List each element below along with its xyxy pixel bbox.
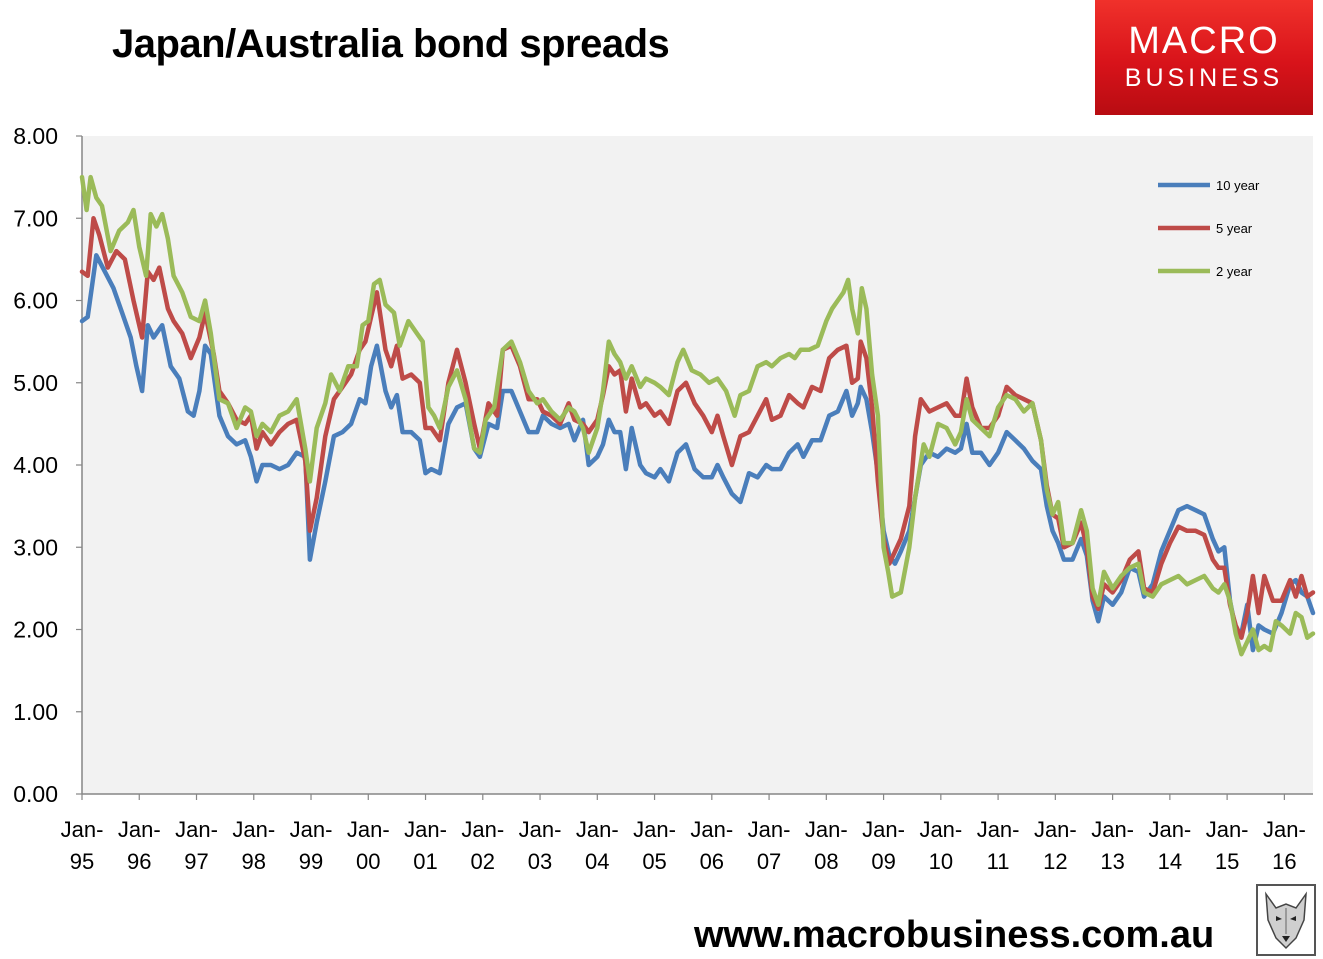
- x-tick-label-bottom: 11: [987, 849, 1010, 874]
- logo-line-2: BUSINESS: [1124, 64, 1284, 92]
- y-tick-label: 3.00: [13, 534, 58, 560]
- x-tick-label-top: Jan-: [748, 817, 791, 842]
- x-tick-label-top: Jan-: [805, 817, 848, 842]
- x-tick-label-top: Jan-: [1206, 817, 1249, 842]
- x-tick-label-top: Jan-: [977, 817, 1020, 842]
- footer-url[interactable]: www.macrobusiness.com.au: [694, 914, 1215, 956]
- x-tick-label-top: Jan-: [404, 817, 447, 842]
- x-tick-label-bottom: 13: [1100, 849, 1124, 874]
- y-tick-label: 2.00: [13, 617, 58, 643]
- x-tick-label-top: Jan-: [461, 817, 504, 842]
- x-tick-label-top: Jan-: [519, 817, 562, 842]
- x-tick-label-bottom: 15: [1215, 849, 1239, 874]
- x-tick-label-top: Jan-: [1263, 817, 1306, 842]
- x-tick-label-top: Jan-: [118, 817, 161, 842]
- x-tick-label-bottom: 04: [585, 849, 609, 874]
- x-axis-ticks: Jan- 95 Jan- 96 Jan- 97 Jan- 98 Jan- 99 Jan- 00 Jan-…: [61, 794, 1306, 874]
- y-tick-label: 6.00: [13, 288, 58, 314]
- y-axis-ticks: 0.00 1.00 2.00 3.00 4.00 5.00 6.00 7.00 8.00: [13, 123, 82, 807]
- x-tick-label-top: Jan-: [1148, 817, 1191, 842]
- x-tick-label-bottom: 96: [127, 849, 151, 874]
- x-tick-label-bottom: 16: [1272, 849, 1296, 874]
- series-line-2-year: [79, 174, 1316, 657]
- x-tick-label-bottom: 98: [242, 849, 266, 874]
- x-tick-label-bottom: 07: [757, 849, 781, 874]
- y-tick-label: 8.00: [13, 123, 58, 149]
- x-tick-label-bottom: 97: [184, 849, 208, 874]
- x-tick-label-bottom: 09: [871, 849, 895, 874]
- x-tick-label-top: Jan-: [862, 817, 905, 842]
- y-tick-label: 1.00: [13, 699, 58, 725]
- x-tick-label-bottom: 01: [413, 849, 437, 874]
- x-tick-label-bottom: 10: [929, 849, 953, 874]
- series-lines: [79, 174, 1316, 657]
- x-tick-label-top: Jan-: [1091, 817, 1134, 842]
- x-tick-label-top: Jan-: [290, 817, 333, 842]
- x-tick-label-top: Jan-: [576, 817, 619, 842]
- x-tick-label-bottom: 03: [528, 849, 552, 874]
- legend-label: 2 year: [1216, 264, 1253, 279]
- series-line-5-year: [79, 216, 1316, 640]
- x-tick-label-bottom: 95: [70, 849, 94, 874]
- y-tick-label: 7.00: [13, 205, 58, 231]
- x-tick-label-bottom: 08: [814, 849, 838, 874]
- x-tick-label-top: Jan-: [919, 817, 962, 842]
- macrobusiness-logo[interactable]: MACRO BUSINESS: [1095, 0, 1313, 115]
- y-tick-label: 5.00: [13, 370, 58, 396]
- series-line-10-year: [79, 253, 1316, 653]
- logo-line-1: MACRO: [1128, 20, 1280, 62]
- legend-label: 5 year: [1216, 221, 1253, 236]
- x-tick-label-top: Jan-: [690, 817, 733, 842]
- chart-title: Japan/Australia bond spreads: [112, 22, 670, 66]
- x-tick-label-bottom: 05: [642, 849, 666, 874]
- x-tick-label-top: Jan-: [175, 817, 218, 842]
- legend: 10 year 5 year 2 year: [1158, 178, 1260, 279]
- x-tick-label-bottom: 14: [1158, 849, 1182, 874]
- x-tick-label-bottom: 12: [1043, 849, 1067, 874]
- x-tick-label-top: Jan-: [633, 817, 676, 842]
- x-tick-label-bottom: 00: [356, 849, 380, 874]
- x-tick-label-bottom: 02: [471, 849, 495, 874]
- x-tick-label-top: Jan-: [1034, 817, 1077, 842]
- wolf-logo-icon: [1256, 884, 1316, 956]
- x-tick-label-bottom: 06: [700, 849, 724, 874]
- x-tick-label-bottom: 99: [299, 849, 323, 874]
- y-tick-label: 4.00: [13, 452, 58, 478]
- y-tick-label: 0.00: [13, 781, 58, 807]
- x-tick-label-top: Jan-: [347, 817, 390, 842]
- x-tick-label-top: Jan-: [61, 817, 104, 842]
- x-tick-label-top: Jan-: [232, 817, 275, 842]
- legend-label: 10 year: [1216, 178, 1260, 193]
